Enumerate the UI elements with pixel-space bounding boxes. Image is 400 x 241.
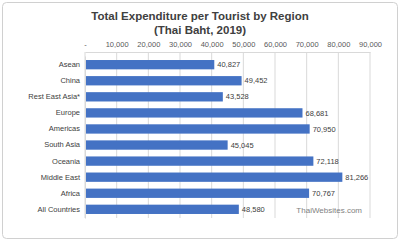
x-tick: 10,000: [106, 40, 129, 52]
x-tick-label: 40,000: [201, 40, 224, 49]
y-tick-label: Europe: [56, 108, 80, 117]
grid-line: [338, 52, 339, 218]
x-tick-label: 90,000: [359, 40, 382, 49]
y-tick: Europe: [56, 108, 85, 117]
grid-line: [85, 52, 86, 218]
y-tick-label: Americas: [49, 124, 81, 133]
x-tick: -: [84, 40, 87, 52]
bar: [85, 124, 310, 133]
bar: [85, 173, 342, 182]
y-tick-label: All Countries: [37, 205, 80, 214]
y-tick-label: Oceania: [52, 157, 81, 166]
y-tick: Africa: [61, 189, 85, 198]
x-tick: 50,000: [232, 40, 255, 52]
x-tick-label: 60,000: [264, 40, 287, 49]
data-label: 43,528: [226, 92, 249, 101]
data-label: 48,580: [242, 205, 265, 214]
y-tick-label: Rest East Asia*: [28, 92, 80, 101]
y-tick-label: China: [60, 76, 80, 85]
x-tick: 80,000: [327, 40, 350, 52]
y-axis-line: [85, 57, 86, 219]
bar: [85, 92, 223, 101]
chart-frame: [3, 3, 398, 239]
bar: [85, 60, 214, 69]
y-tick: Oceania: [52, 157, 85, 166]
x-tick: 90,000: [359, 40, 382, 52]
x-tick-label: 80,000: [327, 40, 350, 49]
x-tick: 60,000: [264, 40, 287, 52]
data-labels: 40,827 49,452 43,528 68,681 70,950 45,045 72,1…: [217, 60, 368, 214]
data-label: 49,452: [245, 76, 268, 85]
y-tick: Middle East: [41, 173, 85, 182]
data-label: 40,827: [217, 60, 240, 69]
x-tick-label: -: [84, 40, 87, 49]
grid-line: [370, 52, 371, 218]
x-tick: 20,000: [137, 40, 160, 52]
y-tick: South Asia: [44, 140, 85, 149]
y-axis: Asean China Rest East Asia* Europe Americas S…: [28, 57, 85, 219]
data-label: 70,767: [312, 189, 335, 198]
y-tick-label: Asean: [59, 60, 80, 69]
data-label: 68,681: [305, 109, 328, 118]
bar: [85, 189, 309, 198]
x-tick: 40,000: [201, 40, 224, 52]
x-axis: - 10,000 20,000 30,000 40,000 50,000 60,000 70,…: [84, 40, 382, 53]
y-tick: China: [60, 76, 85, 85]
bars: [85, 60, 342, 214]
title: Total Expenditure per Tourist by Region: [91, 10, 308, 22]
y-tick-label: South Asia: [44, 140, 81, 149]
y-tick-label: Africa: [61, 189, 81, 198]
y-tick: Asean: [59, 60, 85, 69]
y-tick: Americas: [49, 124, 85, 133]
bar: [85, 76, 242, 85]
watermark: ThaiWebsites.com: [296, 206, 362, 215]
y-tick-label: Middle East: [41, 173, 81, 182]
x-axis-line: [86, 52, 371, 53]
bar: [85, 156, 313, 165]
chart: Total Expenditure per Tourist by Region (…: [0, 0, 400, 241]
bar: [85, 205, 239, 214]
x-tick-label: 30,000: [169, 40, 192, 49]
data-label: 72,118: [316, 157, 338, 166]
subtitle: (Thai Baht, 2019): [154, 24, 246, 36]
x-tick-label: 50,000: [232, 40, 255, 49]
x-tick: 70,000: [296, 40, 319, 52]
data-label: 70,950: [313, 125, 336, 134]
y-tick: Rest East Asia*: [28, 92, 85, 101]
x-tick-label: 70,000: [296, 40, 319, 49]
x-tick-label: 10,000: [106, 40, 129, 49]
y-tick: All Countries: [37, 205, 85, 214]
bar: [85, 140, 228, 149]
x-tick-label: 20,000: [137, 40, 160, 49]
x-tick: 30,000: [169, 40, 192, 52]
data-label: 81,266: [345, 173, 368, 182]
bar: [85, 108, 302, 117]
data-label: 45,045: [231, 141, 254, 150]
grid: [85, 52, 370, 218]
